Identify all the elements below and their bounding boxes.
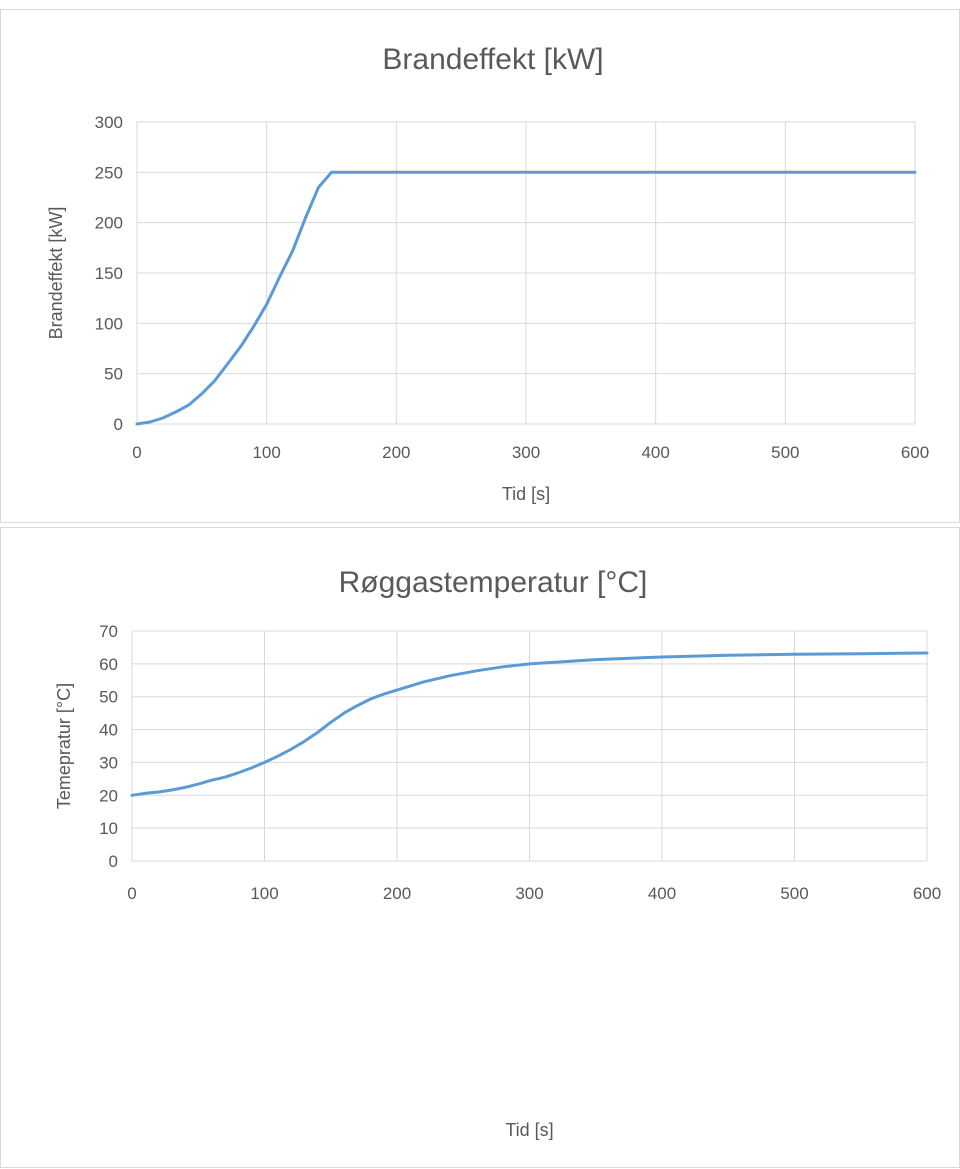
chart-title: Røggastemperatur [°C] [339,566,648,599]
x-tick-label: 100 [252,443,280,462]
y-tick-label: 150 [95,264,123,283]
chart-roggastemperatur: Røggastemperatur [°C] 0 100 200 300 400 500 600… [0,527,960,1168]
y-tick-label: 40 [99,721,118,740]
chart-title: Brandeffekt [kW] [382,43,603,76]
x-tick-label: 400 [648,884,676,903]
y-tick-label: 70 [99,622,118,641]
y-axis-label: Temepratur [°C] [54,683,74,809]
y-tick-label: 100 [95,314,123,333]
y-tick-label: 60 [99,655,118,674]
y-tick-label: 0 [114,415,123,434]
chart-roggastemperatur-svg: Røggastemperatur [°C]0 100 200 300 400 500 600… [54,566,941,1140]
x-tick-label: 300 [515,884,543,903]
x-tick-label: 0 [132,443,141,462]
x-tick-label: 0 [127,884,136,903]
chart-brandeffekt: Brandeffekt [kW] 0 100 200 300 400 500 600 0 50 10… [0,9,960,523]
y-tick-label: 10 [99,819,118,838]
chart-brandeffekt-svg: Brandeffekt [kW] 0 100 200 300 400 500 600 0 50 10… [46,43,929,504]
x-tick-label: 200 [383,884,411,903]
series-line [130,651,929,797]
y-tick-label: 300 [95,113,123,132]
x-tick-label: 600 [901,443,929,462]
x-tick-label: 300 [512,443,540,462]
y-axis-label: Brandeffekt [kW] [46,207,66,340]
y-tick-label: 200 [95,214,123,233]
x-tick-label: 500 [771,443,799,462]
x-tick-label: 100 [250,884,278,903]
y-tick-label: 250 [95,163,123,182]
y-tick-label: 30 [99,753,118,772]
x-axis-label: Tid [s] [502,484,550,504]
y-tick-label: 50 [99,688,118,707]
x-tick-label: 500 [780,884,808,903]
x-tick-label: 600 [913,884,941,903]
series-line [135,170,917,426]
x-tick-label: 200 [382,443,410,462]
x-axis-label: Tid [s] [505,1120,553,1140]
y-tick-label: 50 [104,365,123,384]
y-tick-label: 20 [99,786,118,805]
x-tick-label: 400 [641,443,669,462]
y-tick-label: 0 [109,852,118,871]
